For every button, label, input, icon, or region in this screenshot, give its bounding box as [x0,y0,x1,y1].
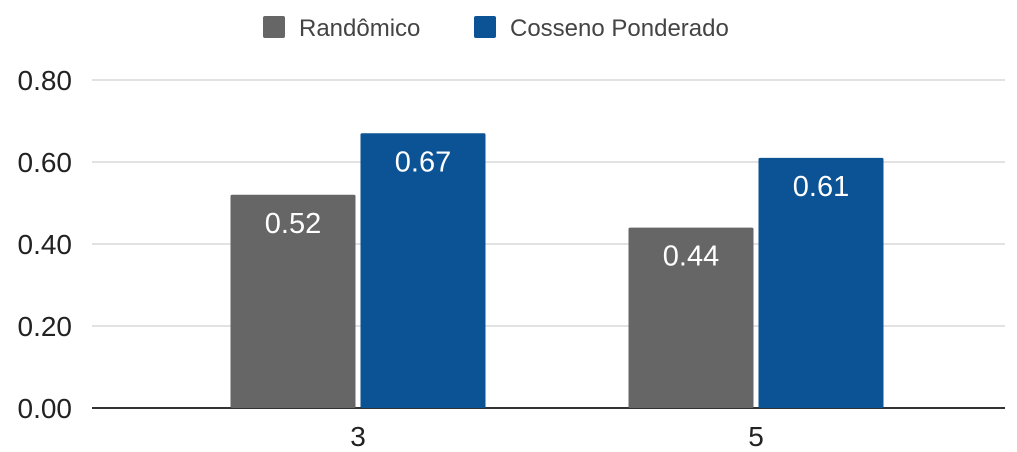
legend-label: Cosseno Ponderado [510,15,729,42]
data-label: 0.61 [793,171,849,203]
bars [230,133,884,409]
y-tick-label: 0.00 [18,393,73,424]
legend-swatch [474,16,496,38]
y-tick-label: 0.40 [18,229,73,260]
legend-label: Randômico [299,15,420,42]
data-label: 0.44 [663,241,719,273]
bar [628,227,754,408]
data-labels: 0.52 0.67 0.44 0.61 [265,146,849,272]
data-label: 0.67 [395,146,451,178]
legend: Randômico Cosseno Ponderado [263,15,729,42]
x-tick-label: 5 [748,421,764,452]
x-tick-label: 3 [350,421,366,452]
y-tick-label: 0.80 [18,65,73,96]
bar [360,133,486,409]
data-label: 0.52 [265,208,321,240]
legend-swatch [263,16,285,38]
bar [230,194,356,408]
bar [758,157,884,408]
y-tick-label: 0.20 [18,311,73,342]
y-tick-label: 0.60 [18,147,73,178]
y-axis-ticks: 0.00 0.20 0.40 0.60 0.80 [18,65,73,424]
